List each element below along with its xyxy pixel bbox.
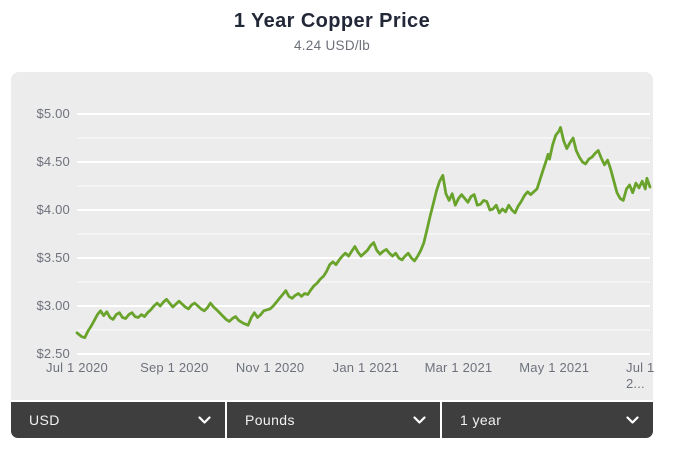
- chevron-down-icon: [198, 416, 211, 424]
- price-line-chart: [75, 113, 652, 355]
- time-range-select[interactable]: 1 year: [442, 402, 653, 438]
- current-price-label: 4.24 USD/lb: [293, 38, 371, 53]
- y-axis-label: $4.50: [36, 154, 70, 169]
- y-axis-label: $4.00: [36, 202, 70, 217]
- x-axis-label: May 1 2021: [519, 360, 590, 375]
- chart-header: 1 Year Copper Price 4.24 USD/lb: [11, 10, 653, 53]
- x-axis-label: Sep 1 2020: [140, 360, 209, 375]
- x-axis-label: Jul 1 2...: [626, 360, 655, 392]
- chart-card: $5.00 $4.50 $4.00 $3.50 $3.00 $2.50 Jul 1 202…: [11, 72, 654, 400]
- time-range-select-value: 1 year: [460, 412, 502, 428]
- page-title: 1 Year Copper Price: [233, 10, 431, 32]
- y-axis-label: $3.00: [36, 298, 70, 313]
- unit-select-value: Pounds: [245, 412, 295, 428]
- control-bar: USD Pounds 1 year: [11, 402, 653, 438]
- x-axis-label: Mar 1 2021: [424, 360, 493, 375]
- copper-price-line: [75, 125, 652, 340]
- x-axis-label: Jan 1 2021: [332, 360, 400, 375]
- currency-select-value: USD: [29, 412, 60, 428]
- chevron-down-icon: [413, 416, 426, 424]
- y-axis-label: $3.50: [36, 250, 70, 265]
- currency-select[interactable]: USD: [11, 402, 225, 438]
- chevron-down-icon: [626, 416, 639, 424]
- x-axis-label: Jul 1 2020: [46, 360, 108, 375]
- x-axis-label: Nov 1 2020: [235, 360, 305, 375]
- unit-select[interactable]: Pounds: [227, 402, 440, 438]
- y-axis-label: $2.50: [36, 346, 70, 361]
- y-axis-label: $5.00: [36, 106, 70, 121]
